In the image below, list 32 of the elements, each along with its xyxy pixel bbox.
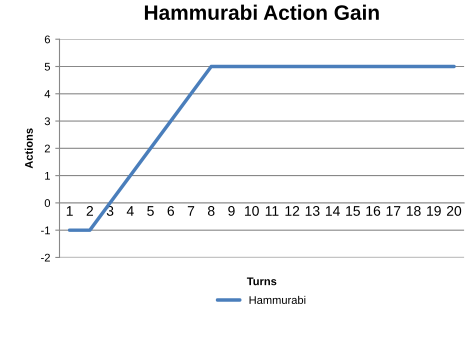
x-tick-label: 17 — [386, 206, 400, 216]
x-tick-label: 5 — [147, 206, 154, 216]
x-tick-label: 19 — [427, 206, 441, 216]
y-tick-label: 2 — [44, 144, 50, 152]
x-tick-label: 20 — [446, 206, 462, 216]
x-tick-label: 14 — [326, 206, 340, 216]
x-tick-label: 15 — [346, 206, 360, 216]
legend-label: Hammurabi — [250, 296, 306, 304]
y-tick-label: -2 — [41, 254, 50, 262]
x-tick-label: 8 — [208, 206, 214, 216]
chart-title: Hammurabi Action Gain — [144, 4, 379, 20]
x-tick-label: 4 — [126, 206, 134, 216]
x-tick-label: 11 — [266, 206, 278, 216]
x-tick-label: 1 — [66, 206, 73, 216]
y-tick-label: 4 — [44, 90, 50, 98]
y-tick-label: 6 — [44, 35, 50, 44]
x-tick-label: 7 — [188, 206, 194, 216]
y-tick-label: 0 — [44, 199, 50, 208]
x-tick-label: 9 — [228, 206, 235, 216]
x-tick-label: 13 — [306, 206, 320, 216]
y-tick-label: 1 — [45, 172, 50, 180]
x-axis-title: Turns — [246, 278, 276, 286]
x-tick-label: 18 — [406, 206, 421, 216]
y-tick-label: -1 — [41, 226, 50, 234]
x-tick-label: 16 — [366, 206, 380, 216]
y-tick-label: 5 — [44, 62, 50, 71]
y-axis-title: Actions — [24, 128, 33, 168]
x-tick-label: 2 — [86, 206, 94, 216]
y-tick-label: 3 — [44, 117, 50, 126]
x-tick-label: 6 — [168, 206, 174, 216]
x-tick-label: 12 — [285, 206, 300, 216]
x-tick-label: 10 — [245, 206, 259, 216]
